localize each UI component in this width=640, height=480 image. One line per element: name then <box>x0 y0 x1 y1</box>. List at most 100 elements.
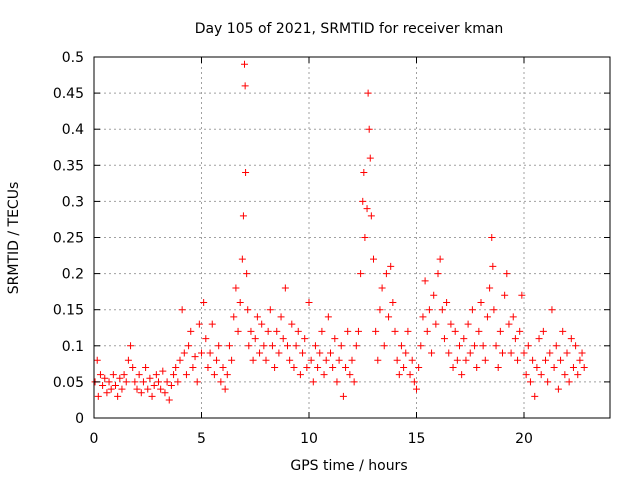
data-point <box>236 298 244 306</box>
data-point <box>376 306 384 314</box>
data-point <box>206 349 214 357</box>
data-point <box>468 306 476 314</box>
data-point <box>363 205 371 213</box>
data-point <box>352 342 360 350</box>
data-point <box>393 356 401 364</box>
data-point <box>299 349 307 357</box>
data-point <box>230 313 238 321</box>
data-point <box>397 342 405 350</box>
data-point <box>144 385 152 393</box>
data-point <box>107 385 115 393</box>
data-point <box>354 327 362 335</box>
data-point <box>522 371 530 379</box>
data-point <box>364 89 372 97</box>
data-point <box>103 389 111 397</box>
data-point <box>509 313 517 321</box>
data-point <box>535 335 543 343</box>
data-point <box>331 335 339 343</box>
chart-title: Day 105 of 2021, SRMTID for receiver kma… <box>195 21 504 37</box>
data-point <box>557 356 565 364</box>
data-point <box>462 356 470 364</box>
data-point <box>344 327 352 335</box>
data-point <box>161 389 169 397</box>
data-point <box>284 342 291 350</box>
data-point <box>239 212 247 220</box>
data-point <box>324 313 332 321</box>
data-point <box>417 342 425 350</box>
data-point <box>116 374 124 382</box>
data-point <box>507 349 515 357</box>
data-point <box>445 349 453 357</box>
data-point <box>311 342 319 350</box>
data-point <box>479 342 487 350</box>
data-point <box>335 356 343 364</box>
data-point <box>561 371 569 379</box>
x-tick-label: 5 <box>197 431 206 447</box>
data-point <box>114 392 122 400</box>
data-point <box>567 335 575 343</box>
data-points <box>91 60 588 404</box>
data-point <box>258 320 266 328</box>
data-point <box>526 378 534 386</box>
data-point <box>260 342 268 350</box>
data-point <box>253 313 261 321</box>
data-point <box>419 313 427 321</box>
data-point <box>483 313 491 321</box>
data-point <box>546 349 554 357</box>
data-point <box>159 367 167 375</box>
data-point <box>359 197 367 205</box>
y-tick-label: 0.4 <box>62 122 84 138</box>
data-point <box>529 356 537 364</box>
data-point <box>542 356 549 364</box>
data-point <box>430 291 438 299</box>
data-point <box>378 284 386 292</box>
x-tick-label: 10 <box>300 431 318 447</box>
data-point <box>94 392 102 400</box>
data-point <box>314 363 322 371</box>
data-point <box>408 356 416 364</box>
data-point <box>303 363 311 371</box>
y-tick-label: 0.5 <box>62 50 84 66</box>
data-point <box>501 291 509 299</box>
data-point <box>305 298 313 306</box>
y-tick-label: 0.2 <box>62 267 84 283</box>
data-point <box>264 327 272 335</box>
data-point <box>244 306 252 314</box>
x-tick-label: 0 <box>90 431 99 447</box>
data-point <box>339 392 347 400</box>
data-point <box>415 363 423 371</box>
data-point <box>518 291 526 299</box>
data-point <box>531 392 539 400</box>
data-point <box>524 342 532 350</box>
data-point <box>187 327 195 335</box>
data-point <box>142 363 150 371</box>
data-point <box>471 342 479 350</box>
data-point <box>520 349 528 357</box>
data-point <box>309 378 317 386</box>
data-point <box>318 327 326 335</box>
data-point <box>185 342 193 350</box>
data-point <box>275 349 283 357</box>
data-point <box>152 371 160 379</box>
y-tick-label: 0.3 <box>62 194 84 210</box>
data-point <box>580 363 588 371</box>
axis-ticks: 0 0.05 0.1 0.15 0.2 0.25 0.3 0.35 0.4 0.45 0.5 0 5 10… <box>53 50 610 447</box>
data-point <box>554 385 562 393</box>
data-point <box>361 234 369 241</box>
data-point <box>425 306 433 314</box>
data-point <box>180 349 188 357</box>
data-point <box>559 327 567 335</box>
data-point <box>499 349 506 357</box>
data-point <box>167 382 175 390</box>
data-point <box>400 363 408 371</box>
data-point <box>273 327 281 335</box>
data-point <box>122 378 130 386</box>
data-point <box>174 378 182 386</box>
data-point <box>262 356 270 364</box>
data-point <box>129 363 137 371</box>
data-point <box>460 335 468 343</box>
y-tick-label: 0.15 <box>53 303 84 319</box>
data-point <box>288 320 296 328</box>
data-point <box>494 363 502 371</box>
data-point <box>178 306 186 314</box>
